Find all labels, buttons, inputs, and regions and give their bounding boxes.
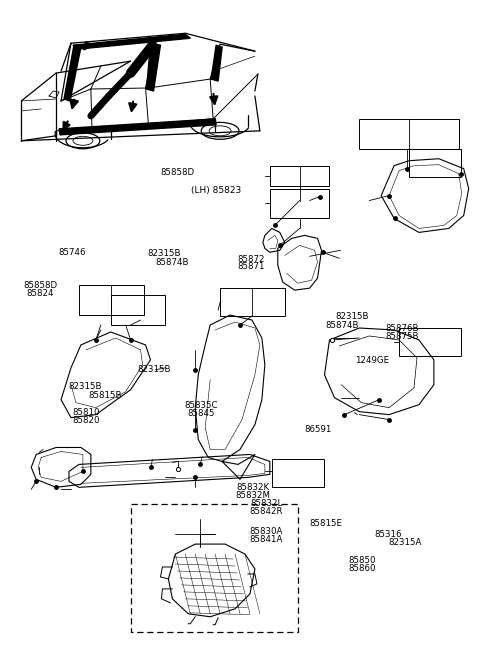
- Text: 86591: 86591: [304, 425, 332, 434]
- Text: 85871: 85871: [237, 263, 265, 271]
- Text: 85842R: 85842R: [250, 507, 283, 516]
- Bar: [270, 166, 329, 185]
- Text: 85746: 85746: [58, 248, 86, 257]
- Text: 85845: 85845: [187, 409, 215, 418]
- Text: 82315A: 82315A: [388, 538, 421, 547]
- Polygon shape: [64, 45, 81, 101]
- Text: 85872: 85872: [237, 255, 265, 263]
- Text: 85824: 85824: [27, 289, 54, 298]
- Text: 85832M: 85832M: [235, 491, 270, 500]
- Text: 85832K: 85832K: [236, 483, 269, 492]
- Text: 82315B: 82315B: [336, 312, 369, 321]
- Bar: [272, 459, 324, 487]
- Text: 82315B: 82315B: [68, 383, 102, 391]
- Text: 85874B: 85874B: [156, 258, 189, 267]
- Polygon shape: [146, 43, 160, 91]
- Text: 85860: 85860: [348, 565, 375, 573]
- Bar: [409, 149, 461, 177]
- Text: 82315B: 82315B: [137, 365, 171, 375]
- Text: 85316: 85316: [374, 530, 402, 539]
- Text: 85875B: 85875B: [385, 332, 419, 341]
- Text: 85841A: 85841A: [250, 535, 283, 544]
- Bar: [220, 288, 285, 316]
- Text: 85810: 85810: [72, 408, 100, 417]
- Polygon shape: [59, 119, 216, 135]
- Text: 82315B: 82315B: [147, 250, 180, 258]
- Text: 85815E: 85815E: [309, 519, 342, 528]
- Polygon shape: [73, 34, 190, 49]
- Bar: [131, 504, 298, 631]
- Polygon shape: [211, 45, 222, 81]
- Bar: [270, 189, 329, 219]
- Bar: [79, 285, 144, 315]
- Text: 85858D: 85858D: [24, 280, 58, 290]
- Text: 85874B: 85874B: [325, 321, 359, 330]
- Text: (LH) 85823: (LH) 85823: [191, 186, 241, 195]
- Bar: [399, 328, 461, 356]
- Text: 85820: 85820: [72, 416, 100, 424]
- Text: 85835C: 85835C: [184, 402, 217, 410]
- Bar: [360, 119, 459, 149]
- Text: 85832L: 85832L: [250, 499, 282, 508]
- Text: 85830A: 85830A: [250, 527, 283, 536]
- Text: 85815B: 85815B: [89, 391, 122, 400]
- Text: 85850: 85850: [348, 557, 375, 565]
- Text: 1249GE: 1249GE: [356, 356, 390, 365]
- Text: 85876B: 85876B: [385, 324, 419, 333]
- Bar: [111, 295, 166, 325]
- Text: 85858D: 85858D: [160, 168, 194, 177]
